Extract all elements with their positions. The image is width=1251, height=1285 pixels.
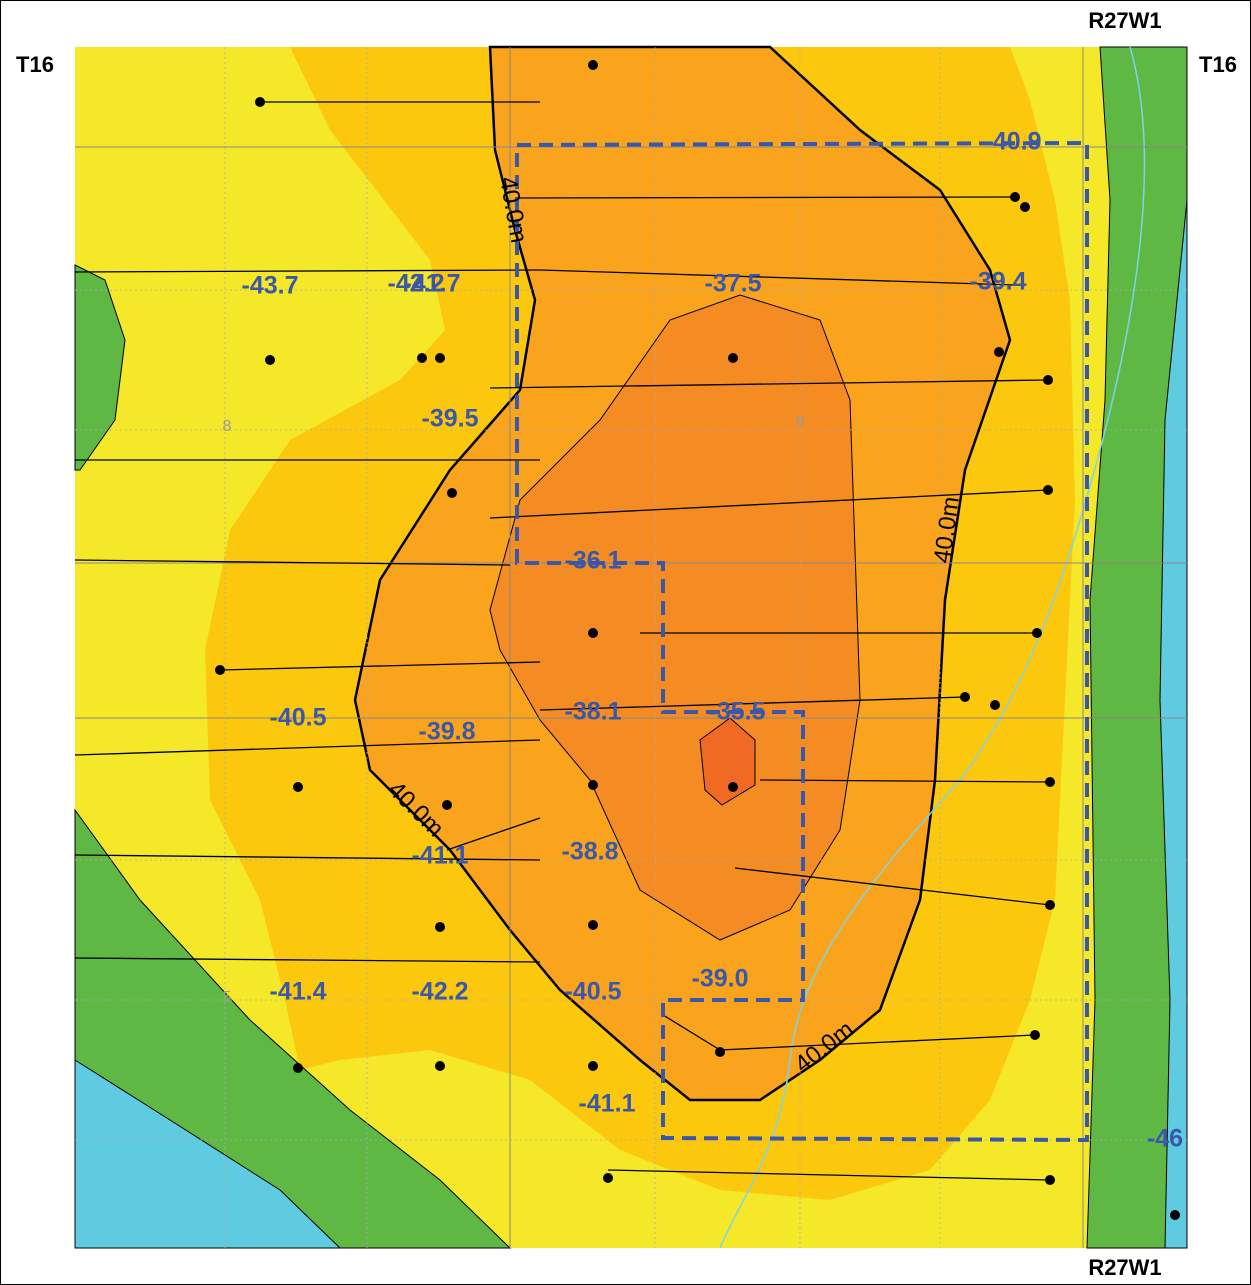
well-value: -35.5	[709, 698, 766, 726]
section-number: 9	[796, 414, 805, 431]
well-value: -39.8	[419, 718, 476, 746]
well-value: -39.4	[970, 268, 1027, 296]
well-value: -39.0	[692, 965, 749, 993]
well-value: -39.5	[422, 405, 479, 433]
well-value: -40.5	[270, 704, 327, 732]
minor-grid	[75, 47, 1187, 1248]
well-values: -43.7 -42.2 -41.7 -37.5 -39.4 -40.9 -39.…	[242, 128, 1184, 1153]
well-value: -41.1	[579, 1090, 636, 1118]
well-paths	[74, 101, 1051, 1181]
wells	[215, 60, 1180, 1220]
well-value: -46	[1147, 1125, 1183, 1153]
lease-boundary	[515, 140, 1089, 1143]
well-value: -40.5	[565, 978, 622, 1006]
range-label: R27W1	[1088, 8, 1161, 33]
township-label: T16	[16, 52, 54, 77]
river	[719, 46, 1146, 1249]
township-label: T16	[1199, 52, 1237, 77]
well-value: -41.1	[412, 842, 469, 870]
zone-blue-bottom	[74, 1059, 342, 1249]
well-value: -42.2	[388, 270, 445, 298]
map-area	[74, 45, 1188, 1249]
well-value: -40.9	[985, 128, 1042, 156]
well-value: -42.2	[412, 978, 469, 1006]
zone-green-left	[74, 264, 126, 471]
range-label: R27W1	[1088, 1255, 1161, 1280]
well-value: -41.7	[404, 270, 461, 298]
well-value: -37.5	[705, 270, 762, 298]
well-value: -43.7	[242, 272, 299, 300]
section-number: 5	[223, 989, 232, 1006]
section-number: 8	[223, 418, 232, 435]
well-value: -41.4	[270, 978, 327, 1006]
well-value: -38.8	[562, 838, 619, 866]
well-value: -38.1	[565, 698, 622, 726]
grid	[75, 47, 1187, 1248]
well-value: -36.1	[565, 547, 622, 575]
